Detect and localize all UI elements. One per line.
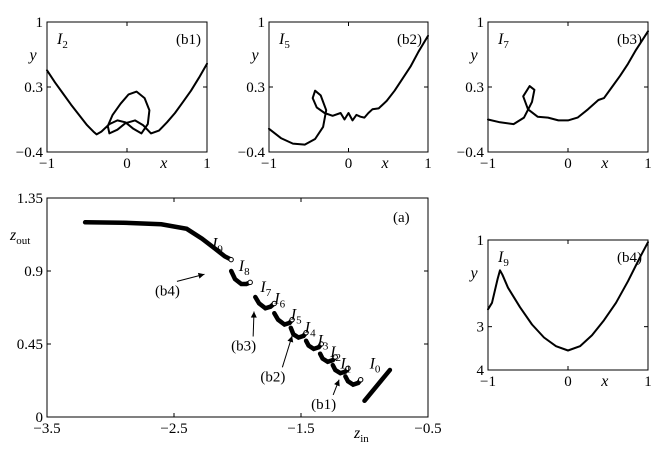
x-axis-label: x [159,155,167,172]
curve-label-i7: I7 [259,279,271,299]
curve-label: I2 [56,31,68,51]
branch-line-3 [274,313,292,324]
curve-label: I9 [497,249,509,269]
y-tick-label: 0.9 [24,264,43,280]
branch-line-0 [85,222,231,259]
curve-label-i0: I0 [369,355,381,375]
x-tick-label: 0 [123,156,131,172]
x-axis-label: x [600,373,608,390]
y-tick-label: −0.4 [238,145,266,161]
y-axis-label: y [468,47,478,64]
y-tick-label: 3 [477,320,485,336]
branch-endpoint-0 [229,257,233,261]
x-axis-label: zin [353,425,369,445]
y-tick-label: 0.3 [246,80,265,96]
data-curve [47,64,207,135]
panel-label: (b4) [617,250,642,266]
curve-label-i9: I9 [211,235,223,255]
x-tick-label: −1.5 [287,421,314,437]
x-axis-label: x [600,155,608,172]
curve-label-i1: I1 [339,355,351,375]
x-tick-label: −0.5 [414,421,441,437]
y-tick-label: 1 [477,233,485,249]
panel-a: −3.5 −2.5 −1.5 −0.500.450.91.35zinzout(a)I9… [9,191,442,445]
y-tick-label: 0 [36,410,44,426]
panel-label: (b2) [397,32,422,48]
annotation-label: (b1) [311,397,336,413]
y-tick-label: 0.45 [17,337,43,353]
y-tick-label: −0.4 [16,145,44,161]
x-tick-label: 1 [644,374,652,390]
curve-label-i4: I4 [304,320,316,340]
y-axis-label: y [249,47,259,64]
y-tick-label: −0.4 [457,145,485,161]
curve-label-i3: I3 [317,333,329,353]
panel-label: (a) [393,210,410,226]
curve-label-i2: I2 [329,344,341,364]
annotation-label: (b2) [260,369,285,385]
y-tick-label: 4 [477,363,485,379]
data-curve [269,36,428,145]
curve-label-i8: I8 [238,258,250,278]
x-tick-label: 0 [345,156,353,172]
x-tick-label: 0 [564,156,572,172]
x-tick-label: 1 [424,156,432,172]
axes-frame [47,198,428,417]
x-tick-label: 1 [644,156,652,172]
panel-b2: −1 0 110.3−0.4yx(b2)I5 [238,15,432,172]
curve-label-i6: I6 [273,290,285,310]
y-tick-label: 0.3 [465,80,484,96]
y-tick-label: 1 [477,15,485,31]
y-axis-label: y [468,265,478,282]
annotation-label: (b3) [231,338,256,354]
y-tick-label: 1.35 [17,191,43,207]
annotation-arrowhead-0 [198,273,205,279]
curve-label: I5 [278,31,290,51]
y-tick-label: 1 [258,15,266,31]
branch-endpoint-8 [358,377,362,381]
branch-endpoint-1 [248,280,252,284]
panel-label: (b1) [176,32,201,48]
y-tick-label: 0.3 [24,80,43,96]
curve-label-i5: I5 [290,307,302,327]
x-tick-label: −2.5 [160,421,187,437]
annotation-arrowhead-1 [251,312,257,318]
annotation-label: (b4) [155,283,180,299]
panel-b3: −1 0 110.3−0.4yx(b3)I7 [457,15,652,172]
panel-b1: −1 0 110.3−0.4yx(b1)I2 [16,15,211,172]
curve-label: I7 [497,31,509,51]
y-axis-label: y [27,47,37,64]
x-tick-label: 0 [564,374,572,390]
annotation-arrowhead-2 [287,336,293,343]
x-tick-label: 1 [203,156,211,172]
y-axis-label: zout [9,227,30,247]
y-tick-label: 1 [36,15,44,31]
x-axis-label: x [381,155,389,172]
